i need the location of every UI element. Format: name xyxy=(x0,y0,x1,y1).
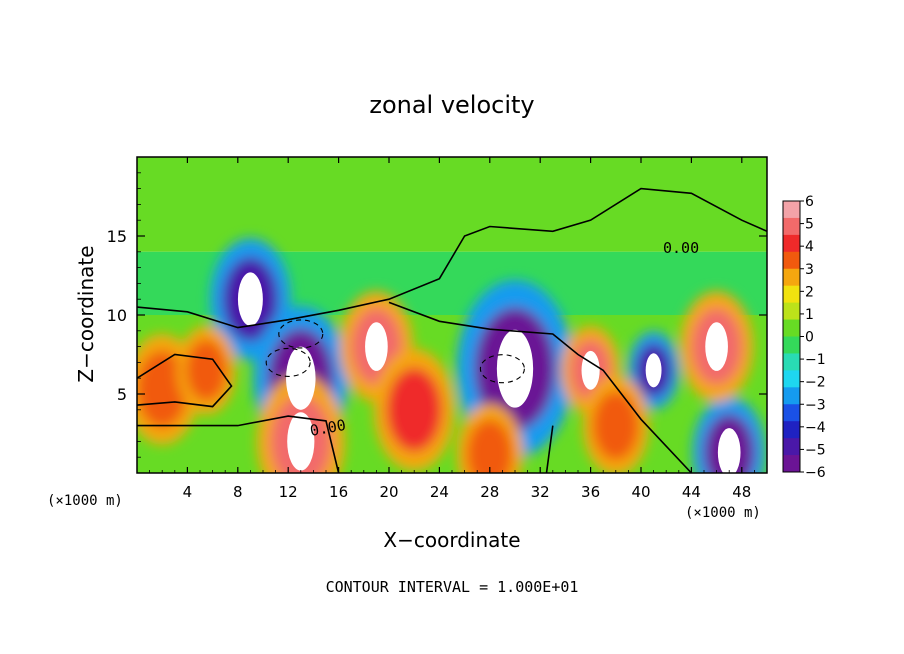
chart-title: zonal velocity xyxy=(369,91,534,119)
field-core xyxy=(286,346,316,410)
colorbar-swatch xyxy=(783,251,800,270)
zero-contours xyxy=(137,187,767,473)
negative-contour xyxy=(278,319,324,349)
colorbar-swatch xyxy=(783,353,800,371)
field-blob xyxy=(186,339,227,401)
y-axis-label: Z−coordinate xyxy=(74,245,98,382)
colorbar-tick-label: 4 xyxy=(805,239,814,255)
colorbar-tick-label: −1 xyxy=(805,352,826,368)
field-core xyxy=(717,428,741,473)
colorbar-swatch xyxy=(783,387,800,405)
x-unit-right: (×1000 m) xyxy=(685,505,761,521)
zero-contour-line xyxy=(137,415,340,473)
field-blob xyxy=(386,367,442,452)
colorbar-tick-label: 5 xyxy=(805,217,814,233)
colorbar-tick-label: −6 xyxy=(805,465,826,481)
x-tick-label: 36 xyxy=(581,483,600,501)
colorbar-swatch xyxy=(783,336,800,354)
velocity-field xyxy=(137,157,767,473)
zero-contour-line xyxy=(545,425,554,473)
field-blob xyxy=(593,391,639,461)
field-core xyxy=(365,322,388,371)
negative-contour xyxy=(479,354,525,384)
y-axis: 5 10 15 xyxy=(107,156,767,474)
x-tick-label: 44 xyxy=(682,483,701,501)
colorbar-swatch xyxy=(783,438,800,456)
colorbar-swatch xyxy=(783,268,800,287)
contour-interval-footer: CONTOUR INTERVAL = 1.000E+01 xyxy=(326,578,579,596)
colorbar-swatch xyxy=(783,234,800,253)
x-axis: 4 8 12 16 20 24 28 32 36 40 44 48 xyxy=(136,157,768,501)
field-core xyxy=(237,272,263,326)
field-core xyxy=(581,350,600,390)
field-core xyxy=(287,412,315,471)
field-band xyxy=(137,157,767,252)
x-tick-label: 32 xyxy=(531,483,550,501)
x-tick-label: 12 xyxy=(279,483,298,501)
colorbar-swatch xyxy=(783,319,800,337)
zero-contour-line xyxy=(137,353,233,408)
x-tick-label: 16 xyxy=(329,483,348,501)
colorbar-tick-label: −4 xyxy=(805,420,826,436)
y-tick-label: 15 xyxy=(107,227,127,246)
y-tick-label: 5 xyxy=(117,385,127,404)
colorbar-tick-label: −5 xyxy=(805,442,826,458)
field-core xyxy=(645,353,662,388)
x-axis-label: X−coordinate xyxy=(383,528,520,552)
x-tick-label: 28 xyxy=(480,483,499,501)
colorbar-swatch xyxy=(783,217,800,236)
x-tick-label: 20 xyxy=(379,483,398,501)
colorbar-tick-label: 2 xyxy=(805,284,814,300)
zero-contour-line xyxy=(137,187,767,329)
field-core xyxy=(496,329,534,408)
colorbar-swatch xyxy=(783,302,800,321)
colorbar-swatch xyxy=(783,404,800,422)
field-blob xyxy=(467,419,513,473)
colorbar-swatch xyxy=(783,285,800,304)
y-tick-label: 10 xyxy=(107,306,127,325)
colorbar-swatch xyxy=(783,421,800,439)
x-tick-label: 4 xyxy=(183,483,193,501)
contour-label-lower: 0.00 xyxy=(309,416,348,440)
x-tick-label: 8 xyxy=(233,483,243,501)
x-tick-label: 48 xyxy=(732,483,751,501)
zero-contour-line xyxy=(388,301,692,473)
colorbar-tick-label: 3 xyxy=(805,262,814,278)
x-tick-label: 24 xyxy=(430,483,449,501)
negative-contour xyxy=(265,347,311,377)
colorbar-tick-label: 6 xyxy=(805,194,814,210)
plot-area xyxy=(137,157,767,473)
colorbar-swatch xyxy=(783,455,800,473)
colorbar-swatch xyxy=(783,201,800,219)
colorbar: 6 5 4 3 2 1 0 −1 −2 −3 −4 −5 −6 xyxy=(782,194,826,481)
colorbar-tick-label: −2 xyxy=(805,375,826,391)
colorbar-tick-label: 1 xyxy=(805,307,814,323)
colorbar-swatch xyxy=(783,370,800,388)
field-core xyxy=(705,322,728,371)
colorbar-tick-label: 0 xyxy=(805,330,814,346)
contour-label-upper: 0.00 xyxy=(663,239,699,257)
colorbar-tick-label: −3 xyxy=(805,397,826,413)
x-unit-left: (×1000 m) xyxy=(47,493,123,509)
x-tick-label: 40 xyxy=(631,483,650,501)
